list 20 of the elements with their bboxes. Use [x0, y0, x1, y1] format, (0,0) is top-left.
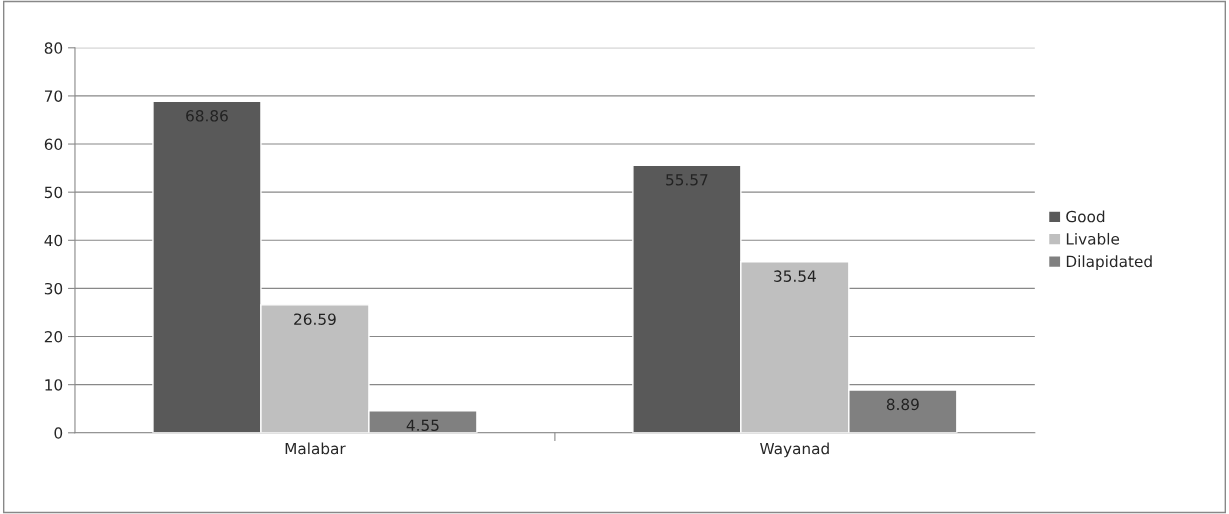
y-tick-label: 20	[44, 331, 63, 343]
y-tick-label: 0	[54, 427, 63, 439]
data-label: 35.54	[774, 270, 816, 282]
legend-label: Good	[1066, 210, 1105, 223]
y-tick-label: 50	[44, 186, 63, 199]
data-label: 4.55	[406, 419, 439, 432]
data-label: 68.86	[186, 110, 228, 122]
y-tick-label: 80	[44, 42, 63, 54]
y-tick-label: 60	[44, 138, 63, 151]
y-tick-label: 40	[44, 234, 63, 247]
data-label: 8.89	[886, 398, 919, 411]
legend-label: Livable	[1066, 232, 1120, 245]
legend-label: Dilapidated	[1066, 255, 1152, 271]
data-label: 26.59	[294, 313, 336, 325]
x-tick-label: Wayanad	[760, 442, 829, 458]
y-tick-label: 70	[44, 90, 63, 102]
y-tick-label: 30	[44, 282, 63, 295]
x-tick-label: Malabar	[285, 442, 346, 455]
data-label: 55.57	[666, 174, 708, 186]
y-tick-label: 10	[45, 379, 63, 391]
